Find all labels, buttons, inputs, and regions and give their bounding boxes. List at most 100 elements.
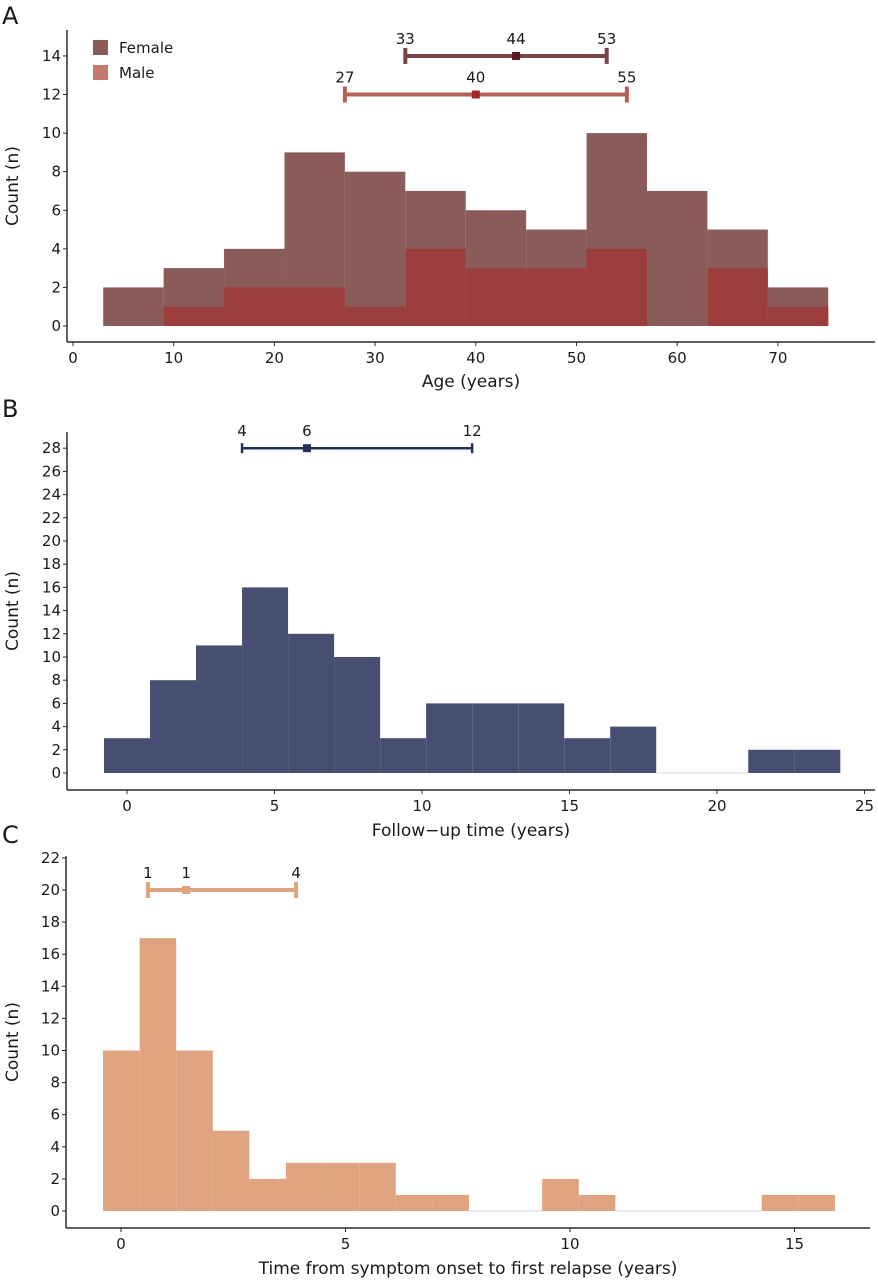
histogram-bar bbox=[767, 306, 829, 326]
legend: Female Male bbox=[93, 39, 173, 82]
y-tick-label: 16 bbox=[41, 945, 60, 963]
range-median-label: 6 bbox=[302, 422, 312, 440]
median-marker bbox=[512, 51, 521, 60]
x-tick-label: 5 bbox=[270, 797, 280, 815]
histogram-bar bbox=[432, 1194, 469, 1211]
histogram-bar bbox=[578, 1194, 616, 1211]
x-axis-title: Age (years) bbox=[422, 372, 520, 392]
x-tick-label: 10 bbox=[560, 1235, 579, 1253]
panel-letter: A bbox=[2, 2, 19, 30]
y-tick-label: 0 bbox=[51, 317, 61, 335]
legend-swatch bbox=[93, 40, 108, 55]
y-tick-label: 12 bbox=[41, 1009, 60, 1027]
y-tick-label: 10 bbox=[42, 124, 61, 142]
y-tick-label: 28 bbox=[42, 439, 61, 457]
y-tick-label: 0 bbox=[50, 1202, 60, 1220]
legend-label: Female bbox=[119, 39, 173, 57]
y-tick-label: 22 bbox=[41, 849, 60, 867]
range-high-label: 55 bbox=[617, 69, 636, 87]
histogram-bar bbox=[249, 1178, 287, 1211]
x-tick-label: 30 bbox=[366, 349, 385, 367]
y-axis-title: Count (n) bbox=[3, 571, 23, 651]
range-low-label: 27 bbox=[335, 69, 354, 87]
x-tick-label: 15 bbox=[560, 797, 579, 815]
legend-label: Male bbox=[119, 64, 155, 82]
range-low-label: 4 bbox=[237, 422, 247, 440]
x-tick-label: 5 bbox=[341, 1235, 351, 1253]
histogram-bar bbox=[176, 1050, 213, 1211]
range-median-label: 40 bbox=[466, 69, 485, 87]
histogram-bar bbox=[103, 287, 164, 326]
y-tick-label: 12 bbox=[42, 625, 61, 643]
range-annotation: 33 44 53 bbox=[396, 30, 616, 64]
x-tick-label: 25 bbox=[855, 797, 874, 815]
y-tick-label: 12 bbox=[42, 86, 61, 104]
y-tick-label: 8 bbox=[51, 671, 61, 689]
x-tick-label: 50 bbox=[567, 349, 586, 367]
bars-group bbox=[103, 587, 841, 774]
y-tick-label: 8 bbox=[50, 1074, 60, 1092]
y-tick-label: 18 bbox=[42, 555, 61, 573]
y-tick-label: 4 bbox=[50, 1138, 60, 1156]
x-tick-label: 0 bbox=[122, 797, 132, 815]
y-tick-label: 4 bbox=[51, 240, 61, 258]
histogram-bar bbox=[334, 657, 381, 773]
histogram-bar bbox=[380, 738, 427, 773]
y-axis-title: Count (n) bbox=[3, 1002, 23, 1082]
range-annotation: 4 6 12 bbox=[237, 422, 482, 454]
x-tick-label: 0 bbox=[116, 1235, 126, 1253]
histogram-bar bbox=[526, 268, 587, 326]
histogram-bar bbox=[286, 1162, 323, 1211]
y-tick-label: 6 bbox=[51, 694, 61, 712]
median-marker bbox=[302, 444, 311, 453]
x-tick-label: 60 bbox=[668, 349, 687, 367]
histogram-bar bbox=[707, 268, 768, 326]
x-tick-label: 0 bbox=[68, 349, 78, 367]
x-tick-label: 40 bbox=[466, 349, 485, 367]
histogram-bar bbox=[395, 1194, 433, 1211]
median-marker bbox=[471, 90, 480, 99]
histogram-bar bbox=[196, 645, 243, 773]
panel-letter: B bbox=[2, 395, 18, 423]
range-median-label: 44 bbox=[507, 30, 526, 48]
y-tick-label: 14 bbox=[42, 47, 61, 65]
panel-a: A 0 2 4 6 8 10 12 14 0 10 20 30 40 50 60 70 Age (years) Co… bbox=[2, 2, 875, 392]
y-tick-label: 2 bbox=[51, 741, 61, 759]
histogram-bar bbox=[761, 1194, 799, 1211]
histogram-bar bbox=[646, 190, 708, 326]
y-tick-label: 2 bbox=[50, 1170, 60, 1188]
histogram-bar bbox=[284, 287, 345, 326]
x-tick-label: 20 bbox=[707, 797, 726, 815]
histogram-bar bbox=[242, 587, 289, 773]
x-tick-label: 70 bbox=[768, 349, 787, 367]
range-annotation: 1 1 4 bbox=[143, 864, 301, 898]
histogram-bar bbox=[359, 1162, 396, 1211]
histogram-bar bbox=[344, 171, 406, 326]
histogram-bar bbox=[322, 1162, 360, 1211]
histogram-bar bbox=[465, 268, 527, 326]
bars-group bbox=[103, 938, 835, 1212]
range-low-label: 33 bbox=[396, 30, 415, 48]
histogram-bar bbox=[564, 738, 611, 773]
range-low-label: 1 bbox=[143, 864, 153, 882]
histogram-bar bbox=[472, 703, 519, 773]
panel-letter: C bbox=[2, 821, 19, 849]
bars-group bbox=[103, 133, 829, 326]
y-tick-label: 18 bbox=[41, 913, 60, 931]
y-tick-label: 2 bbox=[51, 278, 61, 296]
x-tick-label: 15 bbox=[785, 1235, 804, 1253]
histogram-bar bbox=[798, 1194, 835, 1211]
histogram-bar bbox=[150, 680, 197, 773]
y-tick-label: 4 bbox=[51, 718, 61, 736]
range-high-label: 53 bbox=[597, 30, 616, 48]
histogram-bar bbox=[103, 738, 151, 773]
range-annotation: 27 40 55 bbox=[335, 69, 636, 103]
histogram-bar bbox=[794, 749, 841, 773]
y-tick-label: 14 bbox=[41, 977, 60, 995]
histogram-bar bbox=[139, 938, 177, 1211]
y-tick-label: 20 bbox=[42, 532, 61, 550]
legend-swatch bbox=[93, 65, 108, 80]
